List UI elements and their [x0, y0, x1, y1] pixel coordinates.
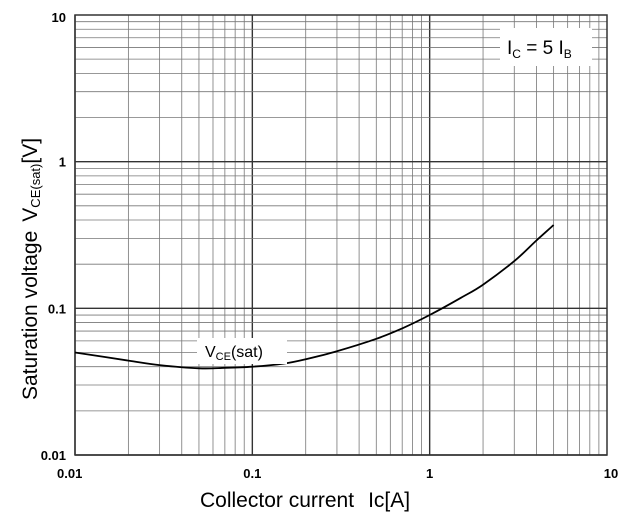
x-tick-label: 10	[604, 466, 618, 481]
y-tick-label: 10	[52, 10, 66, 25]
plot-frame	[74, 14, 608, 456]
curve-label-text: VCE(sat)	[205, 344, 263, 363]
condition-label: IC = 5 IB	[500, 28, 592, 66]
curve-label: VCE(sat)	[197, 338, 287, 364]
y-axis-title: Saturation voltageVCE(sat)[V]	[19, 138, 43, 400]
tick-labels: 0.01 0.1 1 10 0.01 0.1 1 10	[41, 10, 619, 481]
x-tick-label: 0.01	[57, 466, 82, 481]
y-tick-label: 0.01	[41, 448, 66, 463]
x-axis-title: Collector current Ic[A]	[200, 489, 410, 512]
y-tick-label: 1	[59, 155, 66, 170]
y-tick-label: 0.1	[48, 301, 66, 316]
condition-label-bg	[500, 28, 592, 66]
curve-label-bg	[197, 338, 287, 364]
condition-label-text: IC = 5 IB	[507, 38, 572, 61]
x-tick-label: 0.1	[243, 466, 261, 481]
vce-sat-curve	[74, 224, 555, 370]
grid	[74, 15, 607, 456]
x-tick-label: 1	[426, 466, 433, 481]
